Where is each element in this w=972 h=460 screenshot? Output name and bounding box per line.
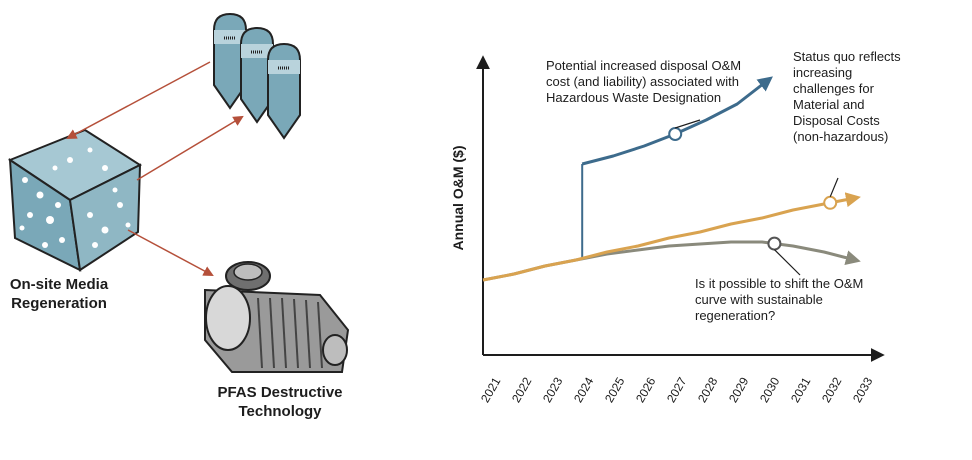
annotation-marker-1 xyxy=(823,195,838,210)
regeneration-tank-icon xyxy=(7,128,143,272)
annotation-leader-1 xyxy=(829,177,839,198)
y-axis-label: Annual O&M ($) xyxy=(450,145,466,251)
annotation-marker-0 xyxy=(668,127,683,141)
series-line-1 xyxy=(482,192,861,282)
arrow-to-regeneration xyxy=(66,61,211,139)
pfas-technology-label: PFAS Destructive Technology xyxy=(217,384,343,420)
arrow-to-pfas xyxy=(127,229,214,276)
annotation-hazardous: Potential increased disposal O&M cost (a… xyxy=(546,58,742,105)
annotation-shift-curve: Is it possible to shift the O&M curve wi… xyxy=(695,276,864,323)
annotation-status-quo: Status quo reflects increasing challenge… xyxy=(793,49,901,144)
storage-tanks-icon xyxy=(213,12,301,140)
pfas-destruction-unit-icon xyxy=(204,261,350,373)
onsite-regeneration-label: On-site Media Regeneration xyxy=(9,276,109,312)
chart-axes xyxy=(476,55,885,362)
arrow-to-tanks xyxy=(136,115,244,181)
annotation-leader-0 xyxy=(675,119,701,129)
annotation-marker-2 xyxy=(767,236,782,251)
annotation-leader-2 xyxy=(773,249,801,276)
chart-series-group xyxy=(482,76,861,282)
